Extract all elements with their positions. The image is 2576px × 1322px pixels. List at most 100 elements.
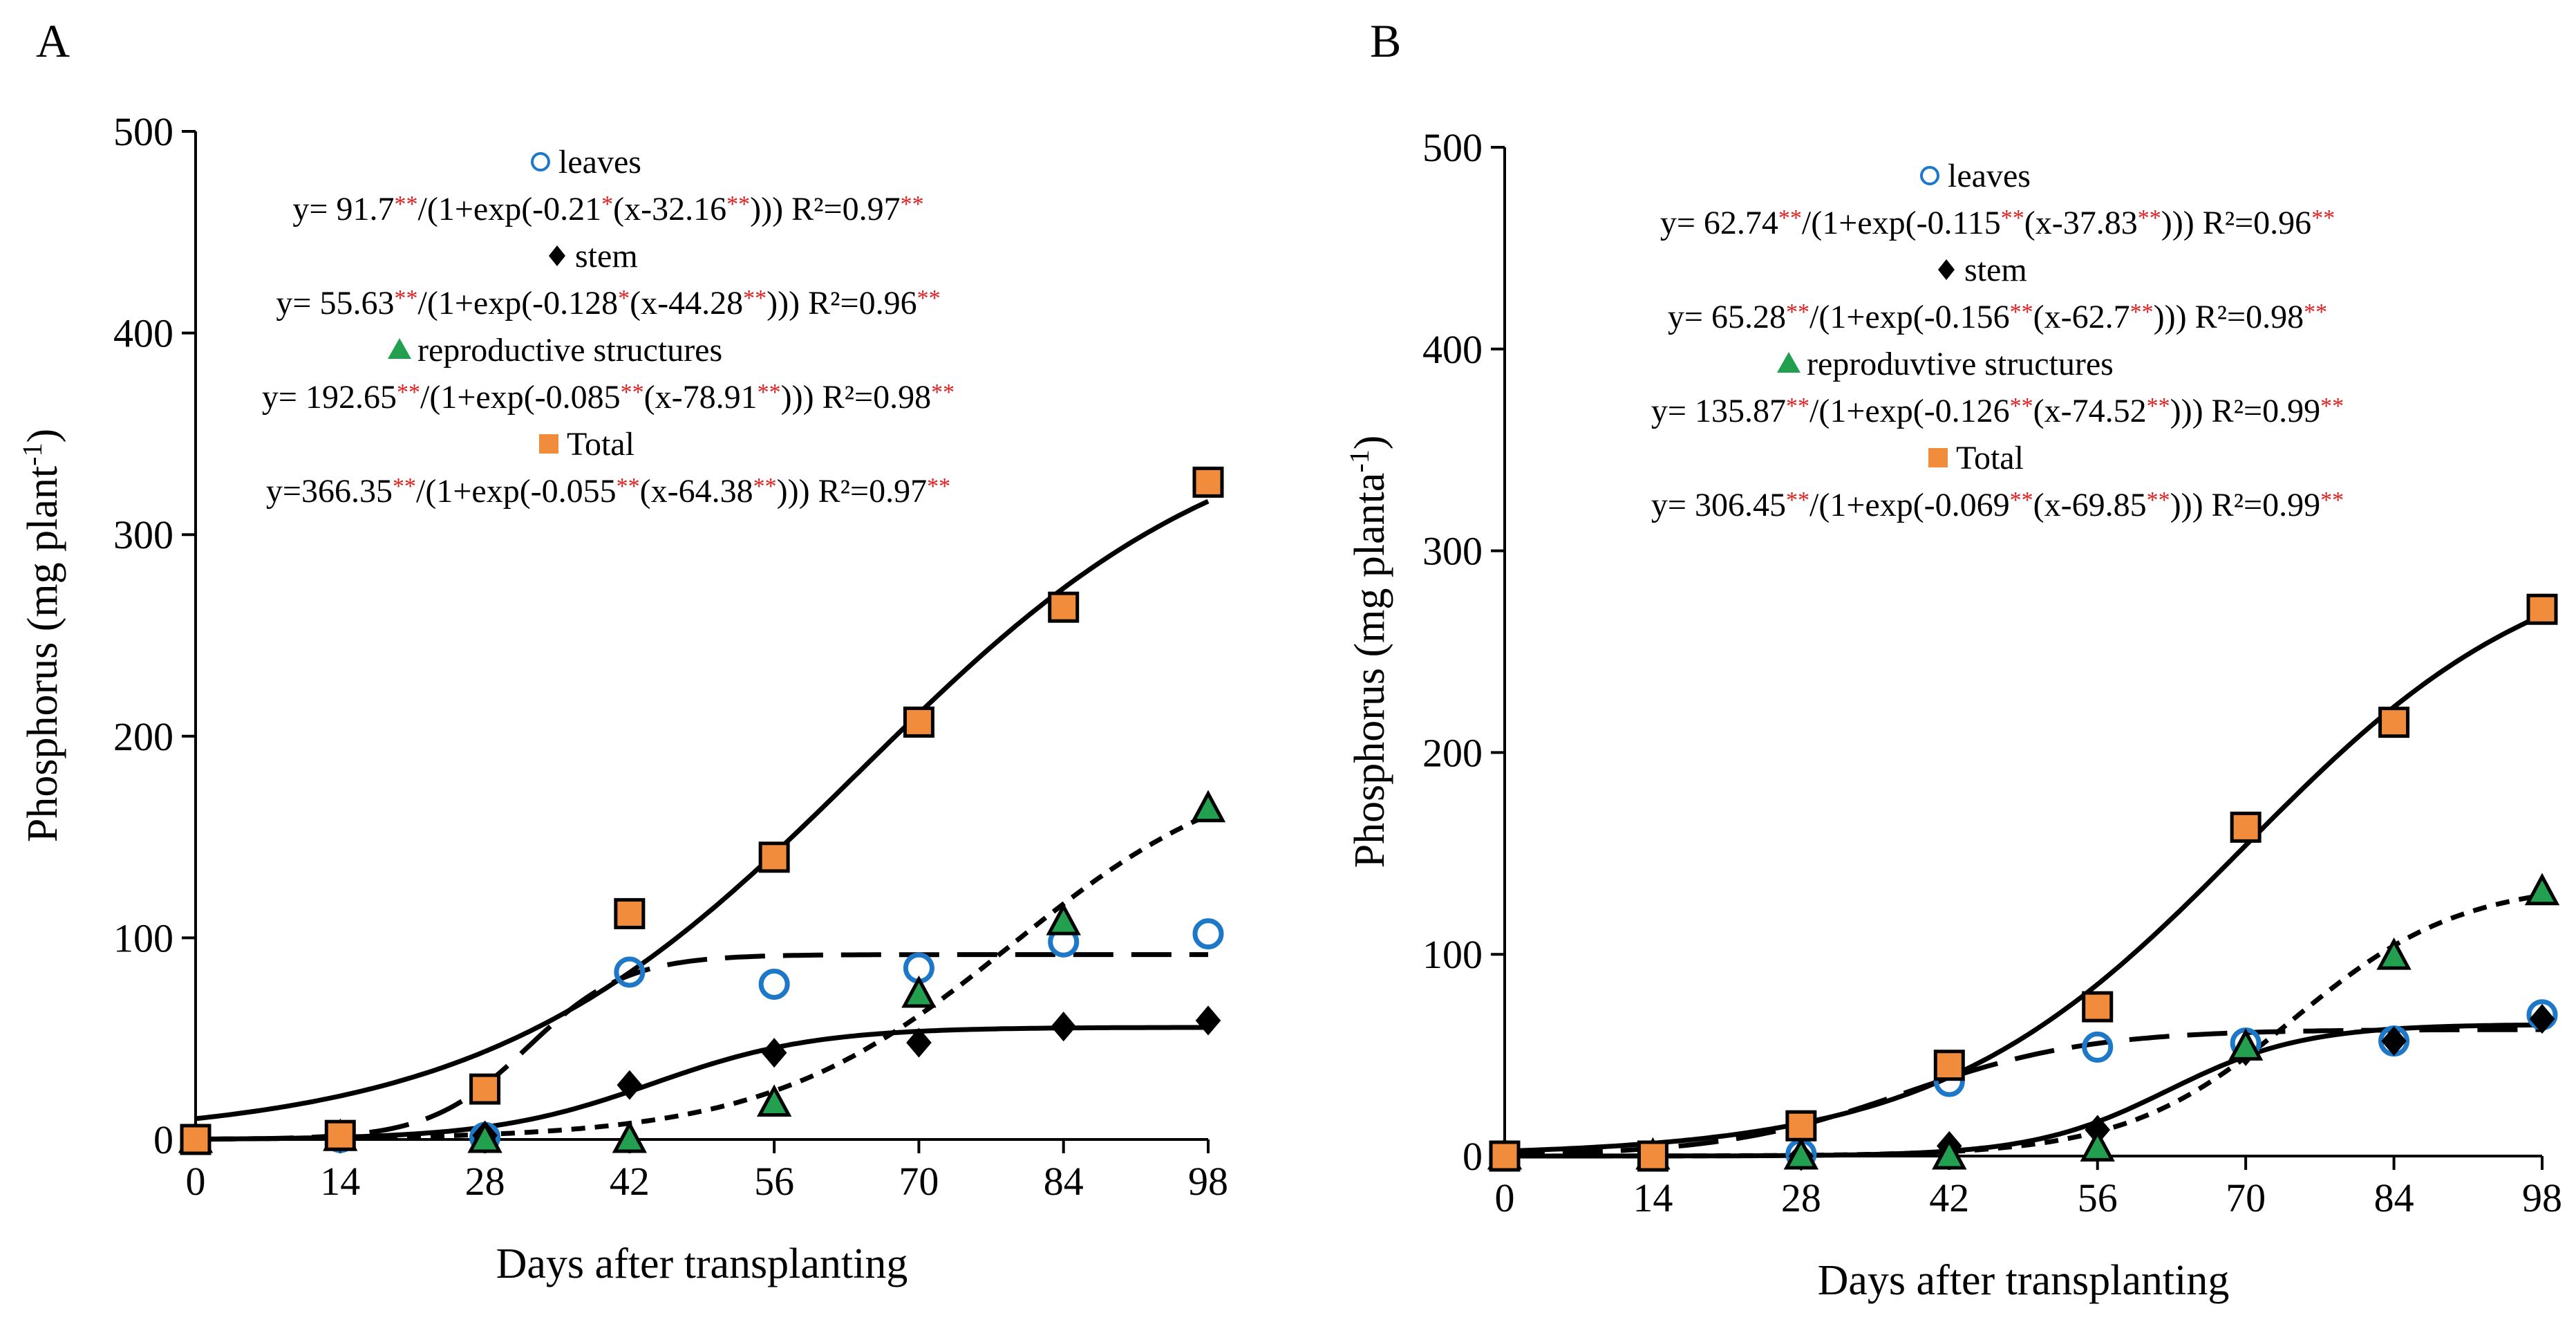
significance-mark: **	[726, 192, 750, 217]
significance-mark: **	[2304, 299, 2327, 325]
panel-letter-b: B	[1370, 15, 1401, 67]
marker-reproductive	[467, 1120, 502, 1153]
equation-part: /(1+exp(-0.055	[416, 473, 617, 510]
marker-reproductive	[2524, 873, 2560, 906]
equation-part: ))) R²=0.99	[2170, 393, 2320, 429]
legend-icon-total	[539, 434, 558, 454]
y-tick-label: 200	[113, 714, 173, 759]
legend-label-total: Total	[567, 426, 634, 463]
significance-mark: **	[917, 286, 941, 311]
significance-mark: **	[901, 192, 924, 217]
legend-label-reproductive: reproduvtive structures	[1807, 346, 2114, 382]
y-axis-title: Phosphorus (mg plant-1)	[17, 429, 66, 842]
equation-part: /(1+exp(-0.085	[420, 379, 621, 416]
x-tick-label: 42	[1929, 1175, 1969, 1220]
equation-part: /(1+exp(-0.128	[418, 285, 619, 322]
equation-part: y= 192.65	[262, 379, 397, 416]
x-tick-label: 70	[899, 1159, 939, 1204]
x-tick-label: 14	[1633, 1175, 1673, 1220]
fit-curve-total	[195, 499, 1210, 1121]
equation-part: ))) R²=0.96	[2161, 205, 2311, 241]
significance-mark: *	[618, 286, 630, 311]
equation-leaves: y= 91.7**/(1+exp(-0.21*(x-32.16**))) R²=…	[292, 191, 923, 227]
fit-curve-total	[1504, 613, 2544, 1154]
significance-mark: **	[2320, 487, 2344, 513]
marker-leaves	[614, 956, 646, 988]
marker-reproductive	[2376, 937, 2412, 970]
marker-total	[903, 706, 934, 738]
equation-leaves: y= 62.74**/(1+exp(-0.115**(x-37.83**))) …	[1660, 205, 2335, 241]
marker-reproductive	[901, 975, 937, 1008]
marker-total	[1489, 1140, 1521, 1172]
marker-total	[180, 1124, 211, 1155]
y-tick-label: 0	[1463, 1134, 1483, 1179]
y-tick-label: 500	[1422, 125, 1483, 170]
marker-total	[2526, 593, 2558, 625]
marker-leaves	[758, 968, 790, 1000]
y-axis-title-superscript: -1	[1344, 449, 1375, 472]
marker-total	[1637, 1140, 1668, 1172]
y-tick-label: 200	[1422, 730, 1483, 775]
legend-icon-reproductive	[388, 338, 411, 359]
fit-curve-reproductive	[1505, 893, 2543, 1159]
equation-part: /(1+exp(-0.126	[1809, 393, 2010, 429]
y-axis-title-end: )	[19, 429, 66, 443]
significance-mark: **	[2147, 487, 2170, 513]
y-tick-label: 300	[1422, 529, 1483, 574]
equation-part: /(1+exp(-0.21	[418, 191, 602, 227]
x-tick-label: 98	[1188, 1159, 1228, 1204]
marker-reproductive	[1932, 1137, 1967, 1170]
equation-part: (x-78.91	[644, 379, 758, 416]
y-tick-label: 100	[113, 915, 173, 960]
significance-mark: **	[1786, 393, 1809, 419]
x-tick-label: 84	[2374, 1175, 2414, 1220]
significance-mark: **	[2010, 393, 2033, 419]
marker-stem	[617, 1070, 643, 1100]
significance-mark: **	[397, 380, 420, 405]
marker-total	[1933, 1050, 1965, 1081]
y-axis-title-superscript: -1	[17, 443, 48, 466]
equation-part: ))) R²=0.99	[2170, 487, 2320, 523]
equation-part: ))) R²=0.98	[781, 379, 931, 416]
equation-part: y= 306.45	[1651, 487, 1786, 523]
equation-part: y= 65.28	[1668, 299, 1786, 335]
equation-part: y= 55.63	[276, 285, 394, 322]
y-tick-label: 0	[153, 1117, 173, 1162]
equation-part: (x-62.7	[2033, 299, 2130, 335]
marker-leaves	[2082, 1031, 2114, 1063]
equation-part: /(1+exp(-0.156	[1809, 299, 2010, 335]
legend-label-reproductive: reproductive structures	[417, 332, 722, 369]
x-tick-label: 14	[320, 1159, 360, 1204]
marker-total	[1048, 591, 1080, 623]
x-tick-label: 70	[2226, 1175, 2266, 1220]
y-axis-title-end: )	[1346, 436, 1393, 450]
significance-mark: **	[2311, 205, 2335, 231]
chart-panel-a: 0 100 200 300 400 500 0 14 28 42 56 70 84 98 Days afte…	[17, 109, 1228, 1287]
y-tick-label: 500	[113, 109, 173, 154]
equation-part: ))) R²=0.97	[750, 191, 900, 227]
marker-reproductive	[1783, 1137, 1819, 1170]
marker-total	[469, 1073, 501, 1105]
fit-curve-reproductive	[196, 812, 1210, 1142]
equation-part: ))) R²=0.97	[777, 473, 927, 510]
chart-panel-b: 0 100 200 300 400 500 0 14 28 42 56 70 84 98 Days afte…	[1344, 125, 2562, 1304]
x-tick-label: 42	[610, 1159, 650, 1204]
significance-mark: **	[758, 380, 781, 405]
marker-total	[758, 841, 790, 873]
equation-part: (x-74.52	[2033, 393, 2147, 429]
significance-mark: **	[2010, 299, 2033, 325]
y-axis-title-main: Phosphorus (mg plant	[19, 466, 66, 842]
equation-part: (x-69.85	[2033, 487, 2147, 523]
marker-reproductive	[1190, 790, 1226, 823]
significance-mark: **	[2138, 205, 2161, 231]
significance-mark: **	[2147, 393, 2170, 419]
y-tick-label: 400	[1422, 327, 1483, 372]
significance-mark: **	[1778, 205, 1802, 231]
equation-part: y=366.35	[266, 473, 393, 510]
marker-total	[2378, 707, 2410, 738]
marker-stem	[1195, 1005, 1221, 1036]
marker-stem	[2381, 1026, 2407, 1056]
legend-icon-total	[1928, 448, 1948, 467]
significance-mark: **	[617, 474, 640, 499]
